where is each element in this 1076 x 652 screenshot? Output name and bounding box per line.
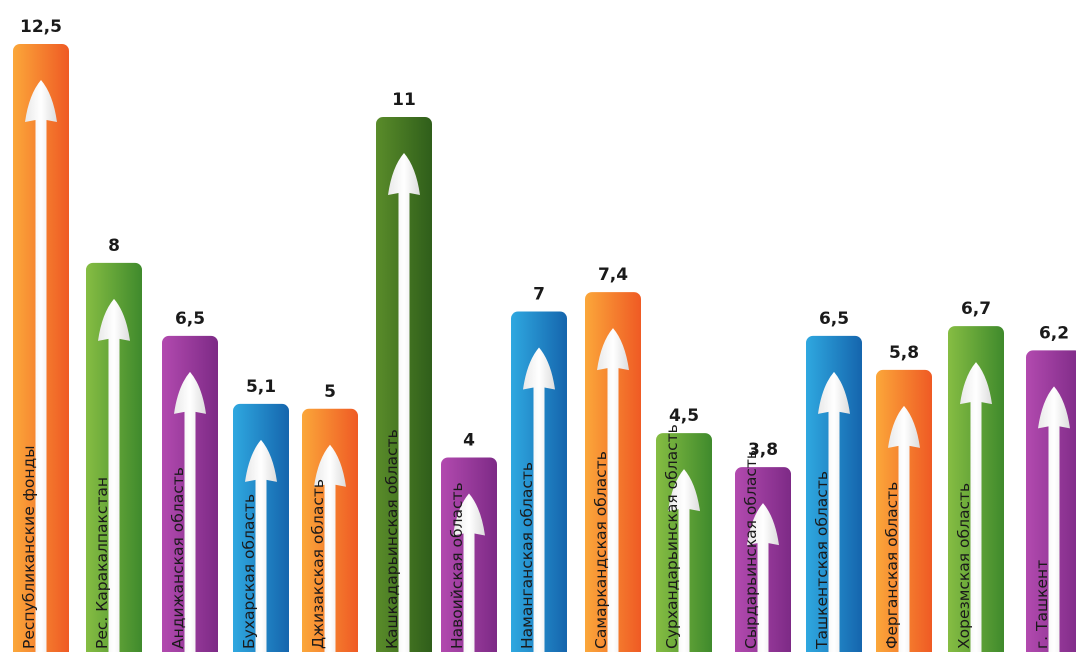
bar-group: 6,5 Ташкентская область — [806, 309, 862, 652]
bar-arrow-icon — [523, 347, 555, 652]
bar-arrow-icon — [668, 469, 700, 652]
data-label: 6,5 — [175, 309, 205, 329]
bar-group: 7 Наманганская область — [511, 285, 567, 652]
bar-group: 4 Навоийская область — [441, 430, 497, 652]
data-label: 3,8 — [748, 440, 778, 460]
data-label: 5,1 — [246, 377, 276, 397]
bar-group: 5 Джизакская область — [302, 382, 358, 652]
bar-arrow-icon — [388, 152, 420, 652]
data-label: 5,8 — [889, 343, 919, 363]
bar-group: 6,7 Хорезмская область — [948, 299, 1004, 652]
bar-arrow-icon — [174, 371, 206, 652]
data-label: 4 — [463, 430, 475, 450]
bar-group: 11 Кашкадарьинская область — [376, 90, 432, 652]
bar-group: 7,4 Самаркандская область — [585, 265, 641, 652]
bar-arrow-icon — [98, 298, 130, 652]
category-label: Ферганская область — [883, 482, 901, 649]
bar-arrow-icon — [453, 493, 485, 652]
bar-group: 6,5 Андижанская область — [162, 309, 218, 652]
category-label: Рес. Каракалпакстан — [93, 477, 111, 649]
bar-arrow-icon — [25, 80, 57, 652]
category-label: Хорезмская область — [955, 483, 973, 649]
category-label: Сырдарьинская область — [742, 450, 760, 649]
data-label: 4,5 — [669, 406, 699, 426]
data-label: 5 — [324, 382, 336, 402]
category-label: Кашкадарьинская область — [383, 429, 401, 649]
bar-group: 12,5 Республиканские фонды — [13, 17, 69, 652]
category-label: Бухарская область — [240, 494, 258, 649]
bar-arrow-icon — [245, 439, 277, 652]
bar-arrow-icon — [960, 362, 992, 652]
data-label: 7 — [533, 285, 545, 305]
category-label: г. Ташкент — [1033, 560, 1051, 649]
bar-group: 5,1 Бухарская область — [233, 377, 289, 652]
category-label: Республиканские фонды — [20, 446, 38, 650]
category-label: Навоийская область — [448, 482, 466, 649]
bar-arrow-icon — [747, 503, 779, 652]
bar-arrow-icon — [1038, 386, 1070, 652]
bar-arrow-icon — [597, 328, 629, 652]
data-label: 7,4 — [598, 265, 628, 285]
category-label: Самаркандская область — [592, 451, 610, 649]
bar-group: 6,2 г. Ташкент — [1026, 323, 1076, 652]
category-label: Наманганская область — [518, 462, 536, 649]
category-label: Андижанская область — [169, 467, 187, 649]
bar-arrow-icon — [314, 444, 346, 652]
category-label: Сурхандарьинская область — [663, 424, 681, 649]
data-label: 6,5 — [819, 309, 849, 329]
data-label: 12,5 — [20, 17, 62, 37]
data-label: 8 — [108, 236, 120, 256]
category-label: Джизакская область — [309, 479, 327, 649]
bars-layer: 12,5 Республиканские фонды 8 Рес. Каракалпа… — [13, 17, 1076, 652]
bar-group: 8 Рес. Каракалпакстан — [86, 236, 142, 652]
bar-group: 5,8 Ферганская область — [876, 343, 932, 652]
data-label: 11 — [392, 90, 416, 110]
data-label: 6,7 — [961, 299, 991, 319]
bar-arrow-icon — [888, 405, 920, 652]
category-label: Ташкентская область — [813, 471, 831, 650]
bar-arrow-icon — [818, 371, 850, 652]
data-label: 6,2 — [1039, 323, 1069, 343]
